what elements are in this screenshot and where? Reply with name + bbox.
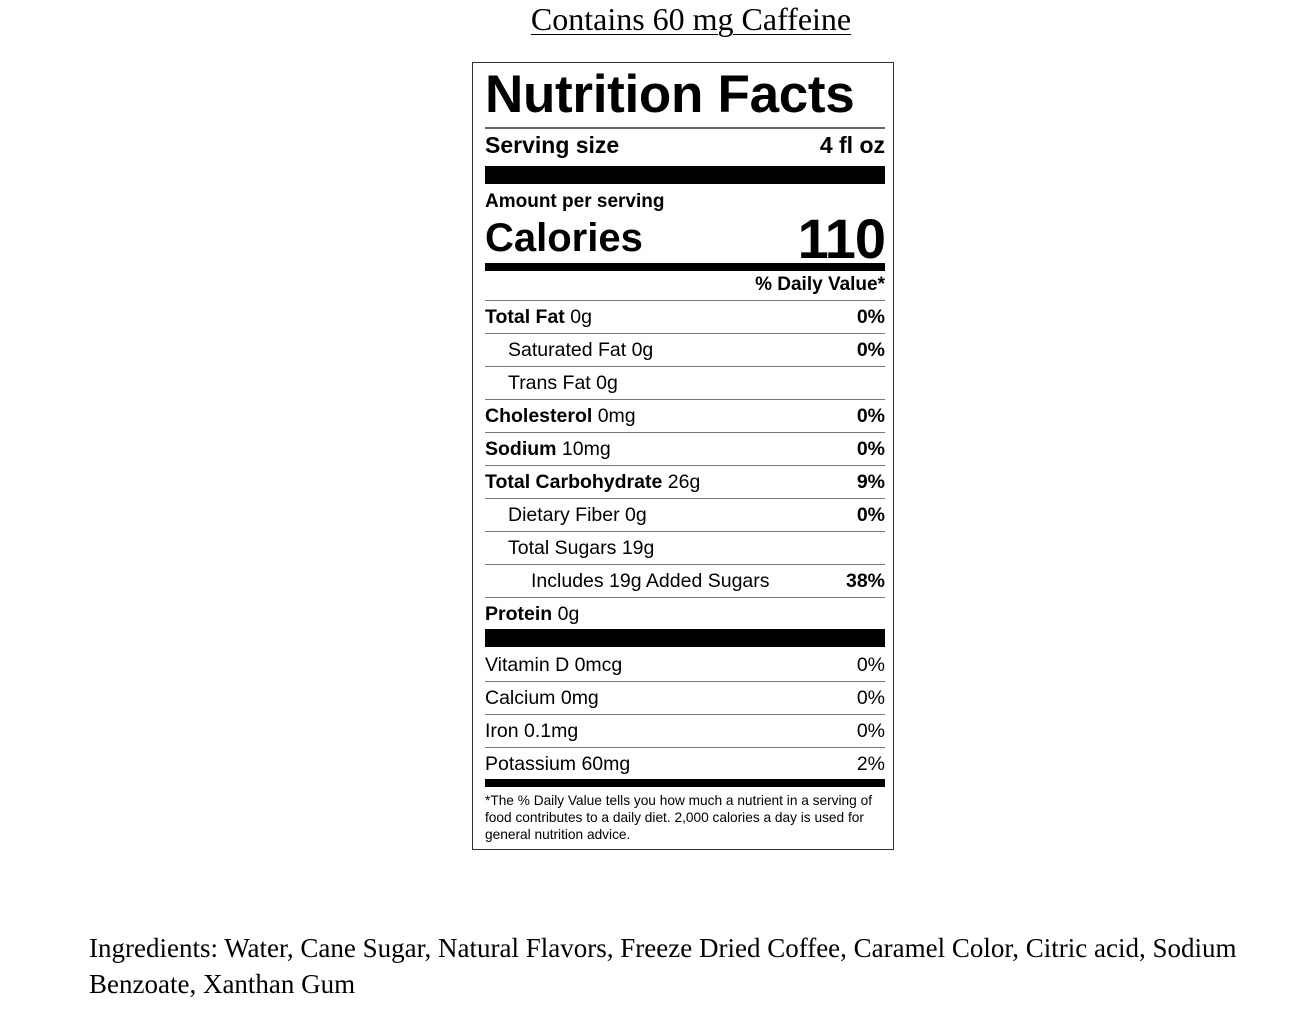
nutrient-row: Dietary Fiber 0g 0% [485,499,885,532]
serving-size-value: 4 fl oz [819,131,885,158]
nutrient-label: Cholesterol 0mg [485,405,636,428]
vitamin-daily-value: 0% [856,686,885,709]
vitamin-row: Iron 0.1mg 0% [485,715,885,748]
nutrient-name: Saturated Fat [508,338,627,361]
nutrient-row: Sodium 10mg 0% [485,433,885,466]
calories-label: Calories [485,215,643,260]
nutrient-row: Includes 19g Added Sugars 38% [485,565,885,598]
thick-divider [485,629,885,647]
nutrient-label: Sodium 10mg [485,438,611,461]
nutrient-amount: 0g [596,371,618,394]
nutrient-name: Cholesterol [485,404,593,427]
nutrition-facts-label: Nutrition Facts Serving size 4 fl oz Amo… [472,62,894,850]
nutrient-label: Trans Fat 0g [508,372,618,395]
divider [485,127,885,129]
nutrient-daily-value: 0% [856,338,885,361]
vitamin-name: Iron 0.1mg [485,719,579,742]
nutrient-name: Sodium [485,437,557,460]
nutrient-amount: 0g [625,503,647,526]
serving-size-row: Serving size 4 fl oz [485,131,885,159]
nutrient-amount: 0g [570,305,592,328]
nutrient-list: Total Fat 0g 0% Saturated Fat 0g 0% Trans Fa… [485,301,885,630]
nutrient-amount: 0mg [597,404,636,427]
nutrient-row: Protein 0g [485,598,885,630]
vitamin-row: Vitamin D 0mcg 0% [485,649,885,682]
thick-divider [485,166,885,184]
label-title: Nutrition Facts [485,65,855,124]
nutrient-amount: 10mg [561,437,611,460]
medium-divider [485,263,885,271]
nutrient-row: Total Sugars 19g [485,532,885,565]
nutrient-name: Total Carbohydrate [485,470,663,493]
nutrient-label: Total Carbohydrate 26g [485,471,700,494]
nutrient-label: Dietary Fiber 0g [508,504,647,527]
nutrient-row: Cholesterol 0mg 0% [485,400,885,433]
nutrient-daily-value: 0% [856,305,885,328]
serving-size-label: Serving size [485,131,620,158]
nutrient-amount: 19g [621,536,655,559]
caffeine-note: Contains 60 mg Caffeine [530,1,852,37]
vitamin-row: Calcium 0mg 0% [485,682,885,715]
vitamin-name: Potassium 60mg [485,752,631,775]
nutrient-name: Trans Fat [508,371,591,394]
nutrient-daily-value: 9% [856,470,885,493]
daily-value-header: % Daily Value* [755,274,885,295]
ingredients: Ingredients: Water, Cane Sugar, Natural … [89,933,1237,999]
nutrient-name: Total Fat [485,305,565,328]
vitamin-daily-value: 2% [856,752,885,775]
nutrient-daily-value: 38% [845,569,885,592]
nutrient-row: Trans Fat 0g [485,367,885,400]
vitamin-list: Vitamin D 0mcg 0% Calcium 0mg 0% Iron 0.1mg 0… [485,649,885,780]
nutrient-label: Includes 19g Added Sugars [531,570,770,593]
calories-row: Calories 110 [485,207,886,270]
nutrient-amount: 26g [667,470,701,493]
vitamin-daily-value: 0% [856,719,885,742]
vitamin-name: Vitamin D 0mcg [485,653,623,676]
nutrient-name: Includes 19g Added Sugars [531,569,770,592]
vitamin-daily-value: 0% [856,653,885,676]
nutrient-row: Total Carbohydrate 26g 9% [485,466,885,499]
nutrient-label: Protein 0g [485,603,579,626]
medium-divider [485,779,885,787]
calories-value: 110 [797,206,886,270]
nutrient-name: Dietary Fiber [508,503,620,526]
nutrient-label: Total Sugars 19g [508,537,654,560]
nutrient-label: Saturated Fat 0g [508,339,653,362]
amount-per-serving: Amount per serving [485,191,665,212]
nutrient-name: Protein [485,602,553,625]
nutrient-daily-value: 0% [856,404,885,427]
nutrient-amount: 0g [631,338,654,361]
vitamin-row: Potassium 60mg 2% [485,748,885,780]
nutrient-row: Saturated Fat 0g 0% [485,334,885,367]
nutrient-daily-value: 0% [856,437,885,460]
nutrient-amount: 0g [557,602,580,625]
footnote: *The % Daily Value tells you how much a … [485,793,872,842]
divider [485,300,885,301]
nutrient-daily-value: 0% [856,503,885,526]
nutrient-row: Total Fat 0g 0% [485,301,885,334]
vitamin-name: Calcium 0mg [485,686,599,709]
nutrient-name: Total Sugars [508,536,617,559]
nutrient-label: Total Fat 0g [485,306,592,329]
